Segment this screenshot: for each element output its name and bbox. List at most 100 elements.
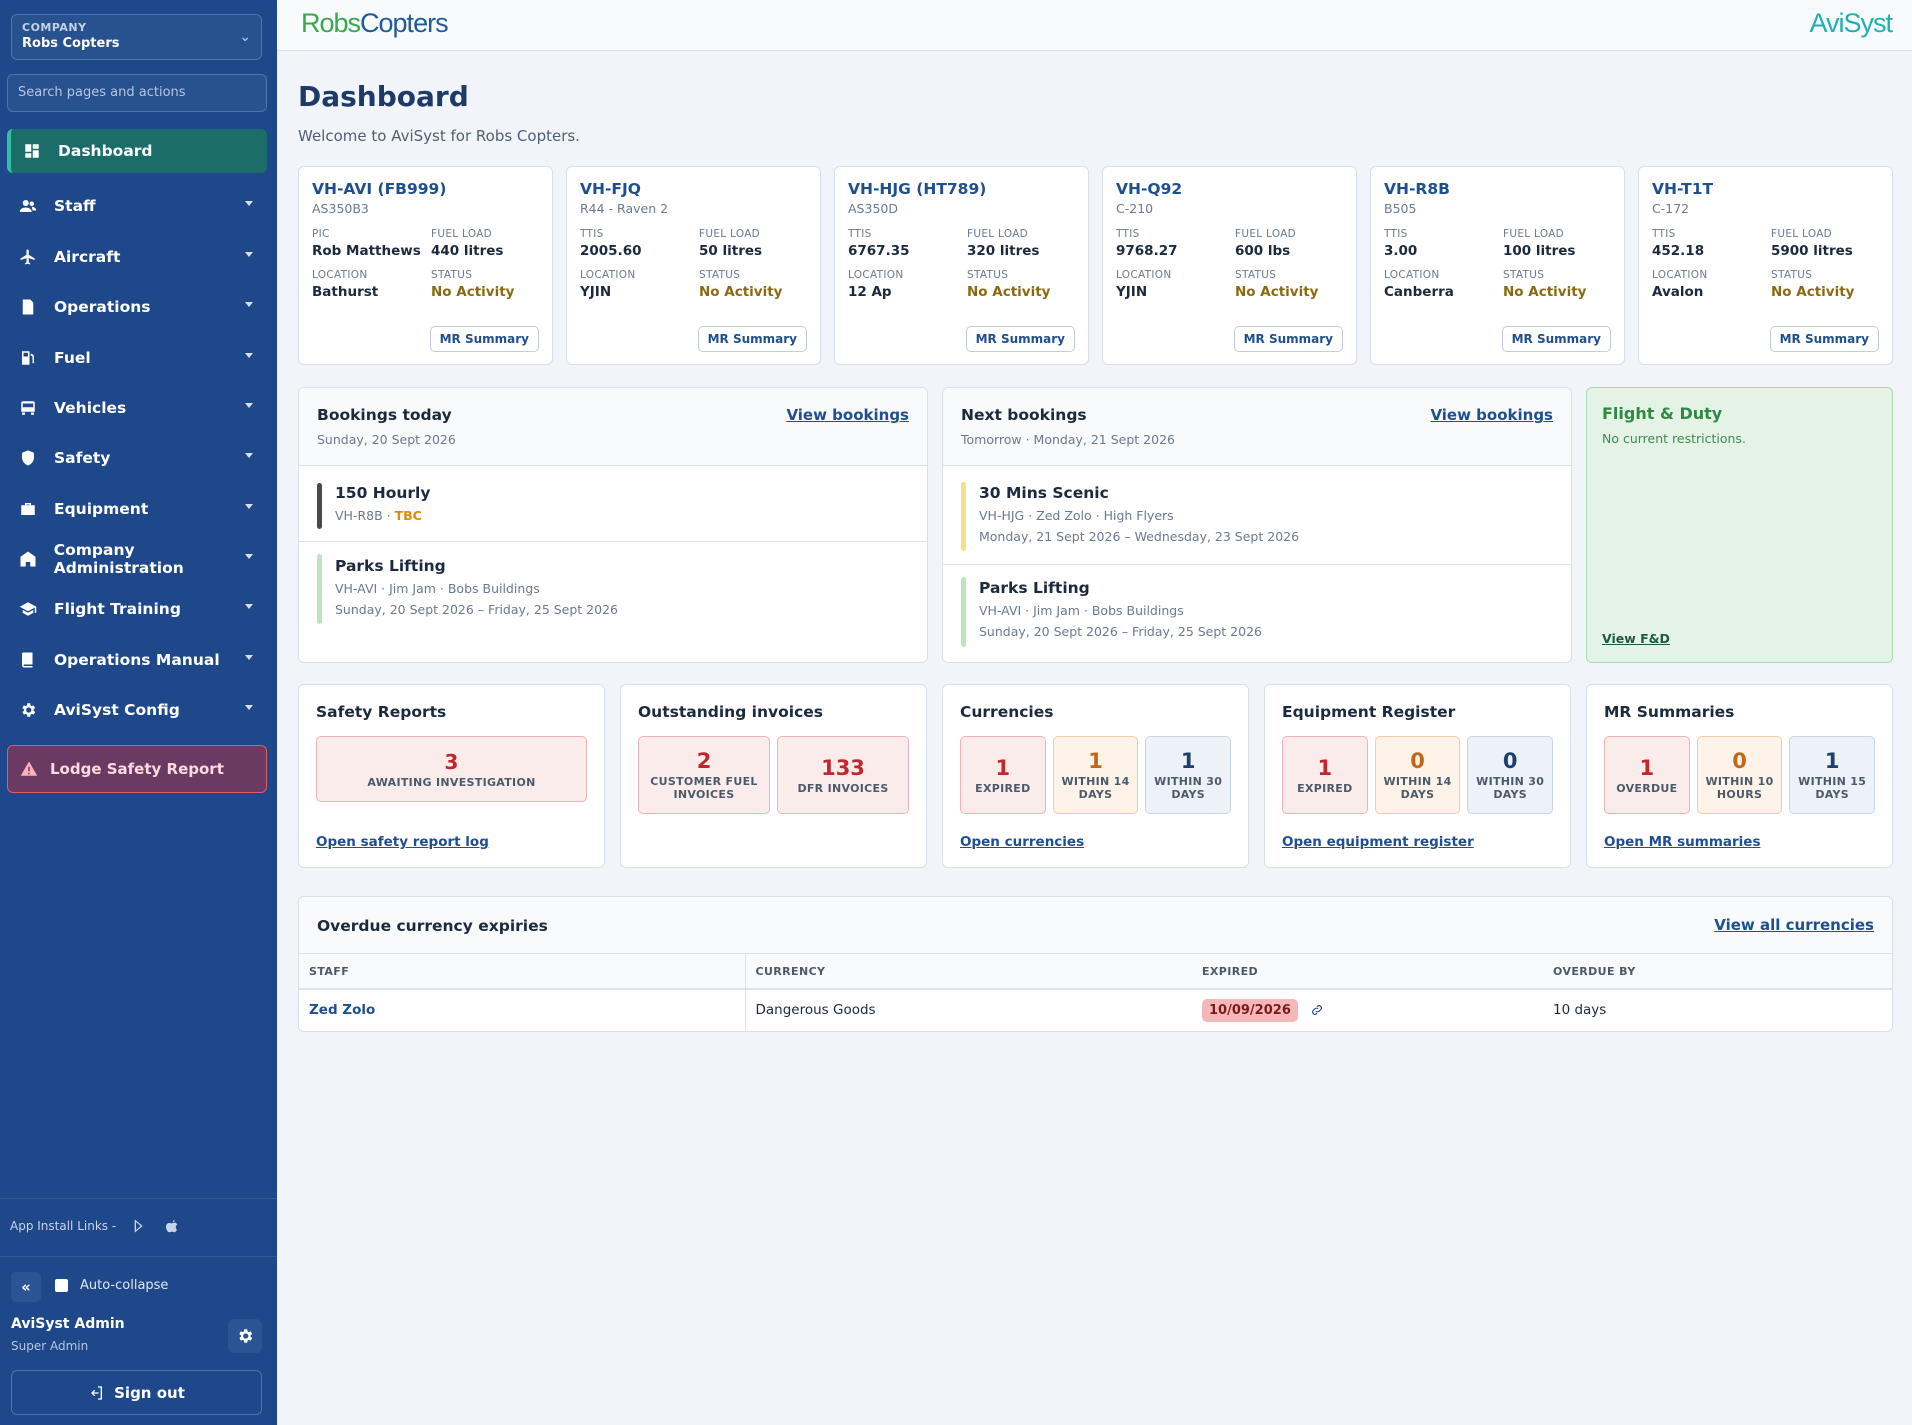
view-fd-link[interactable]: View F&D [1602,631,1670,646]
nav-item-safety[interactable]: Safety [7,436,267,480]
aircraft-card[interactable]: VH-Q92 C-210 TTIS 9768.27 FUEL LOAD 600 lb… [1102,166,1357,365]
nav-item-staff[interactable]: Staff [7,184,267,228]
expired-cell: 10/09/2026 [1192,989,1543,1030]
view-bookings-link[interactable]: View bookings [786,406,909,424]
field-label: STATUS [1235,269,1277,281]
card-link[interactable]: Open currencies [960,834,1085,850]
count-tile[interactable]: 1 EXPIRED [1282,736,1368,814]
company-selector[interactable]: COMPANY Robs Copters ⌄ [11,14,262,60]
aircraft-registration[interactable]: VH-Q92 [1116,180,1183,198]
count-caption: OVERDUE [1616,781,1678,795]
nav-item-fuel[interactable]: Fuel [7,336,267,380]
google-play-icon[interactable] [132,1218,148,1234]
mr-summary-button[interactable]: MR Summary [1769,326,1879,352]
nav-item-operations[interactable]: Operations [7,285,267,329]
mr-summary-button[interactable]: MR Summary [965,326,1075,352]
link-icon[interactable] [1310,1003,1324,1017]
view-bookings-link[interactable]: View bookings [1430,406,1553,424]
aircraft-card[interactable]: VH-R8B B505 TTIS 3.00 FUEL LOAD 100 litres… [1370,166,1625,365]
count-tile[interactable]: 2 CUSTOMER FUEL INVOICES [638,736,770,814]
count-tile[interactable]: 3 AWAITING INVESTIGATION [316,736,587,802]
nav-label: Operations [54,298,151,316]
aircraft-card[interactable]: VH-FJQ R44 - Raven 2 TTIS 2005.60 FUEL LO… [566,166,821,365]
mr-summary-button[interactable]: MR Summary [429,326,539,352]
count-value: 1 [1824,749,1840,773]
mr-summary-button[interactable]: MR Summary [1233,326,1343,352]
app-install-links: App Install Links - [10,1218,180,1234]
aircraft-registration[interactable]: VH-FJQ [580,180,641,198]
aircraft-registration[interactable]: VH-R8B [1384,180,1450,198]
aircraft-type: B505 [1384,201,1417,216]
logo-part-2: Copters [360,8,449,38]
panel-title: Bookings today [317,406,452,424]
booking-color-bar [961,482,966,551]
aircraft-registration[interactable]: VH-AVI (FB999) [312,180,447,198]
aircraft-card[interactable]: VH-T1T C-172 TTIS 452.18 FUEL LOAD 5900 li… [1638,166,1893,365]
count-caption: WITHIN 14 DAYS [1061,775,1130,801]
overdue-by-cell: 10 days [1553,1002,1607,1018]
table-row: Zed Zolo Dangerous Goods 10/09/2026 10 d… [299,989,1892,1030]
flight-duty-panel: Flight & Duty No current restrictions. V… [1586,387,1893,663]
lodge-safety-report-button[interactable]: Lodge Safety Report [7,745,267,793]
booking-item[interactable]: Parks Lifting VH-AVI · Jim Jam · Bobs Bu… [943,565,1571,662]
collapse-sidebar-button[interactable]: « [11,1272,41,1302]
autocollapse-checkbox[interactable] [55,1279,68,1292]
nav-item-aircraft[interactable]: Aircraft [7,235,267,279]
count-tile[interactable]: 1 OVERDUE [1604,736,1690,814]
nav-label: Company Administration [53,541,184,577]
nav-item-company-administration[interactable]: Company Administration [7,537,267,581]
sign-out-button[interactable]: Sign out [11,1370,262,1415]
nav-item-avisyst-config[interactable]: AviSyst Config [7,688,267,732]
aircraft-card[interactable]: VH-AVI (FB999) AS350B3 PIC Rob Matthews F… [298,166,553,365]
caret-down-icon [245,403,253,408]
booking-item[interactable]: Parks Lifting VH-AVI · Jim Jam · Bobs Bu… [299,542,927,662]
location-value: Avalon [1652,284,1704,300]
nav-item-operations-manual[interactable]: Operations Manual [7,638,267,682]
welcome-text: Welcome to AviSyst for Robs Copters. [298,127,580,145]
count-tile[interactable]: 1 WITHIN 30 DAYS [1145,736,1232,814]
nav-item-equipment[interactable]: Equipment [7,487,267,531]
search-input[interactable]: Search pages and actions [7,74,267,112]
count-tile[interactable]: 1 WITHIN 15 DAYS [1789,736,1876,814]
warning-icon [20,761,38,776]
autocollapse-toggle[interactable]: Auto-collapse [55,1278,168,1293]
nav-item-dashboard[interactable]: Dashboard [7,129,267,173]
aircraft-registration[interactable]: VH-T1T [1652,180,1714,198]
apple-icon[interactable] [164,1218,180,1234]
nav-label: AviSyst Config [54,701,180,719]
nav-item-flight-training[interactable]: Flight Training [7,587,267,631]
count-tile[interactable]: 0 WITHIN 10 HOURS [1696,736,1783,814]
count-tile[interactable]: 0 WITHIN 14 DAYS [1374,736,1461,814]
nav-item-vehicles[interactable]: Vehicles [7,386,267,430]
graduation-cap-icon [18,599,38,619]
fuel-load-value: 320 litres [967,243,1040,259]
count-tiles: 1 OVERDUE 0 WITHIN 10 HOURS 1 WITHIN 15 … [1604,736,1876,814]
count-tiles: 1 EXPIRED 1 WITHIN 14 DAYS 1 WITHIN 30 D… [960,736,1232,814]
booking-item[interactable]: 30 Mins Scenic VH-HJG · Zed Zolo · High … [943,466,1571,565]
booking-subtitle: VH-R8B · TBC [335,508,909,523]
count-tile[interactable]: 0 WITHIN 30 DAYS [1467,736,1554,814]
booking-color-bar [961,577,966,647]
autocollapse-label: Auto-collapse [80,1278,169,1293]
user-settings-button[interactable] [228,1319,262,1353]
staff-link[interactable]: Zed Zolo [309,1002,376,1018]
count-caption: WITHIN 30 DAYS [1154,775,1223,801]
card-link[interactable]: Open safety report log [316,834,489,850]
count-tile[interactable]: 133 DFR INVOICES [777,736,909,814]
aircraft-type: R44 - Raven 2 [580,201,669,216]
booking-item[interactable]: 150 Hourly VH-R8B · TBC [299,466,927,542]
aircraft-registration[interactable]: VH-HJG (HT789) [848,180,987,198]
booking-dates: Sunday, 20 Sept 2026 – Friday, 25 Sept 2… [335,602,618,617]
fuel-pump-icon [18,348,38,368]
mr-summary-button[interactable]: MR Summary [1501,326,1611,352]
card-link[interactable]: Open equipment register [1282,834,1474,850]
card-link[interactable]: Open MR summaries [1604,834,1761,850]
status-value: No Activity [1503,284,1587,300]
aircraft-card[interactable]: VH-HJG (HT789) AS350D TTIS 6767.35 FUEL L… [834,166,1089,365]
mr-summary-button[interactable]: MR Summary [697,326,807,352]
overdue-currency-table: STAFF CURRENCY EXPIRED OVERDUE BY Zed Zo… [299,954,1892,1030]
view-all-currencies-link[interactable]: View all currencies [1714,916,1874,934]
count-tile[interactable]: 1 WITHIN 14 DAYS [1052,736,1139,814]
fuel-load-value: 600 lbs [1235,243,1291,259]
count-tile[interactable]: 1 EXPIRED [960,736,1046,814]
